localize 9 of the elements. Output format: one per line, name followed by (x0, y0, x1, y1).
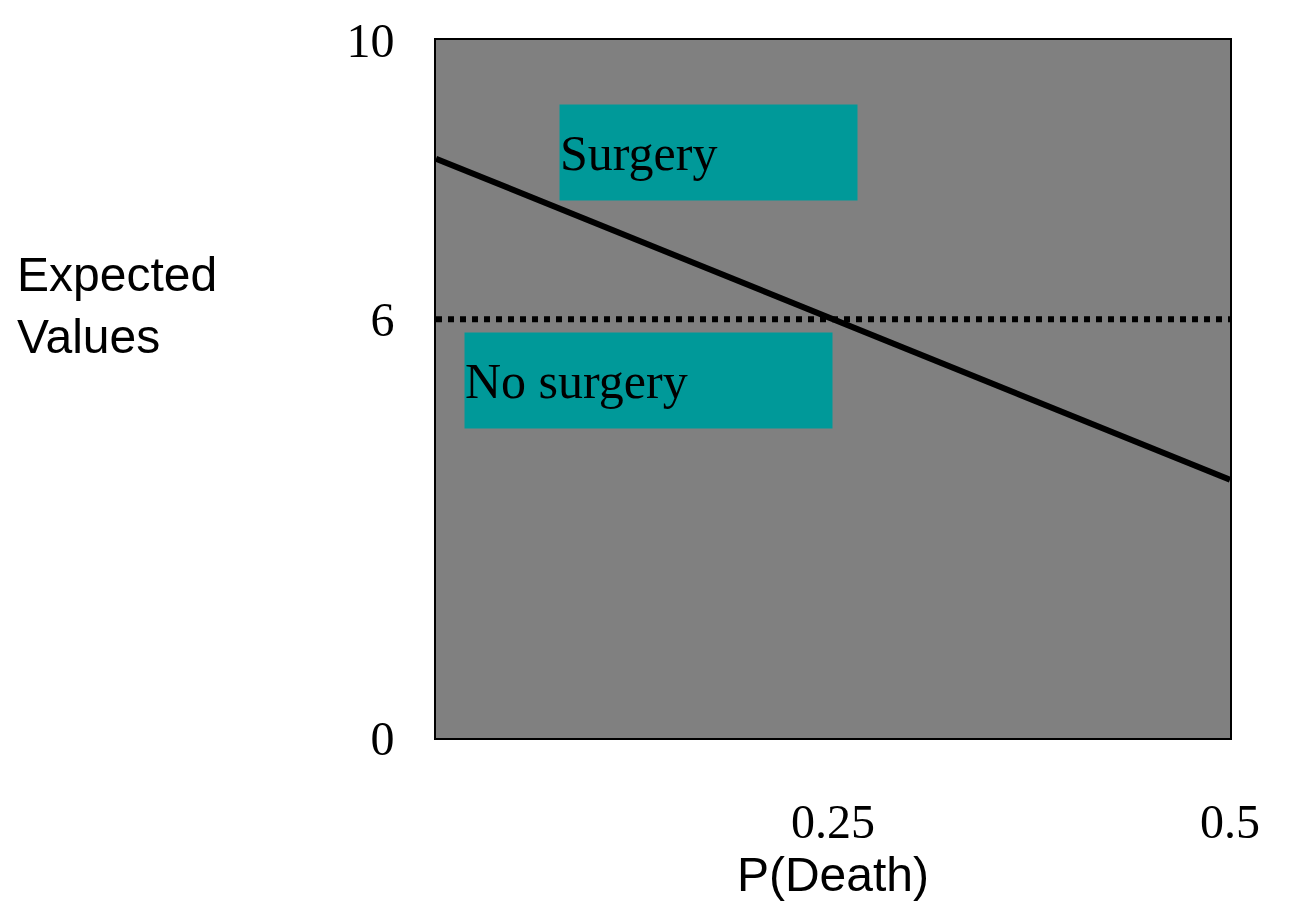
series-label: Surgery (560, 124, 718, 181)
y-tick-label: 6 (370, 293, 395, 346)
y-axis-title: Expected Values (17, 248, 218, 364)
x-tick-label: 0.5 (1200, 794, 1260, 848)
y-tick-label: 10 (346, 13, 395, 67)
y-tick-label: 0 (370, 711, 395, 765)
x-axis-title: P(Death) (736, 847, 930, 901)
series-label: No surgery (465, 352, 688, 409)
x-tick-label: 0.25 (791, 794, 875, 848)
